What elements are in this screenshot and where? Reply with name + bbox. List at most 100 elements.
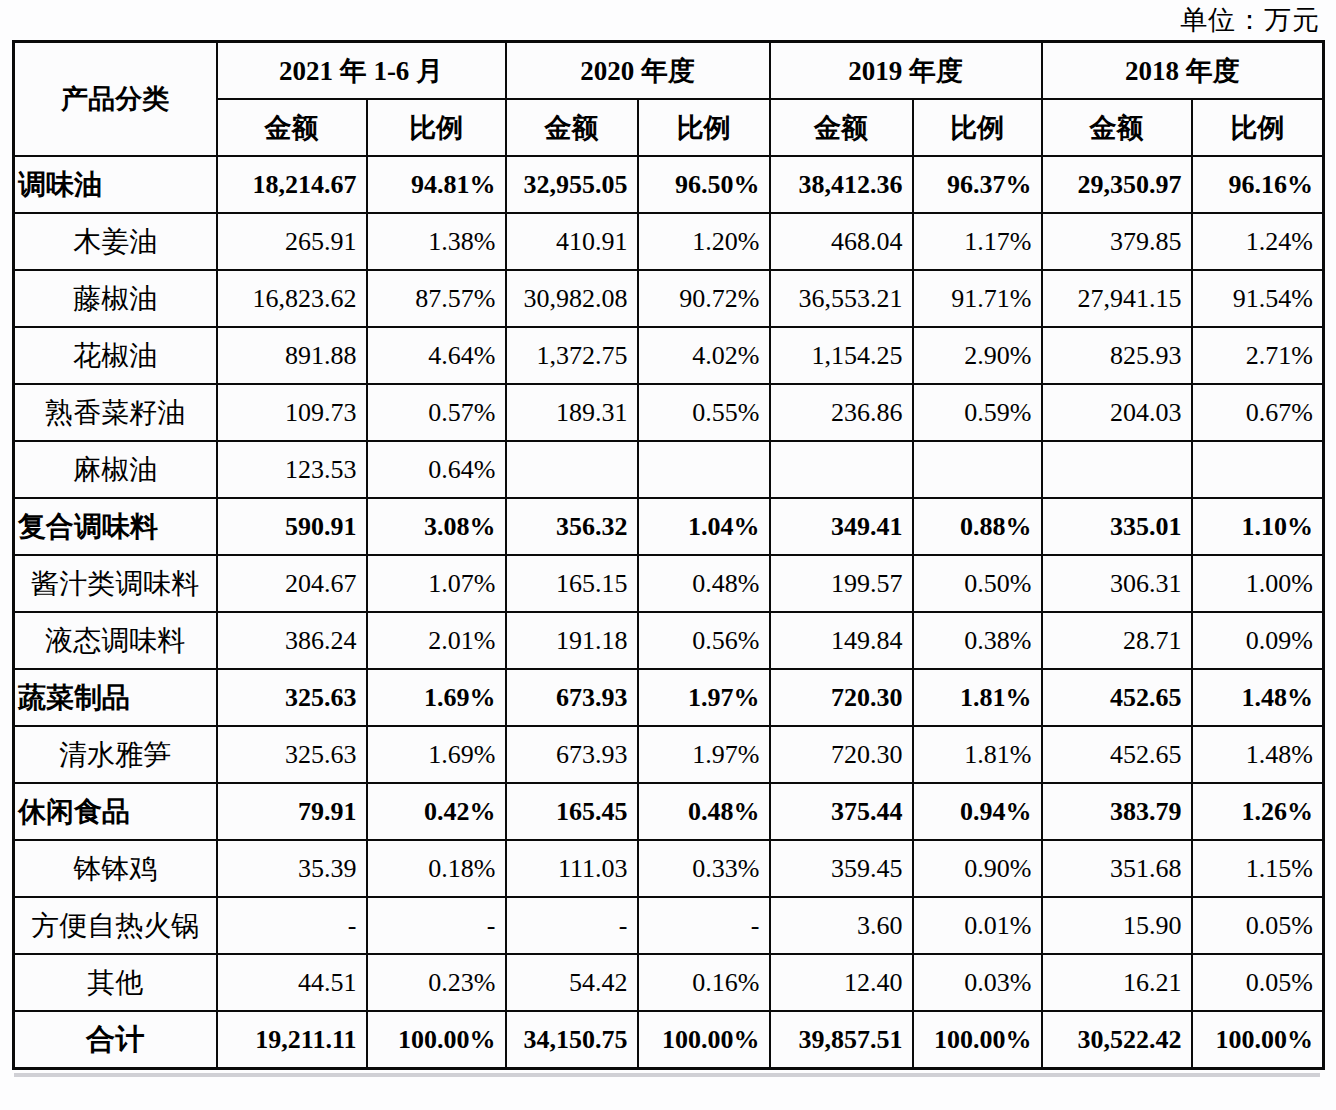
- cell-value: 0.05%: [1192, 954, 1324, 1011]
- cell-value: 96.37%: [913, 156, 1042, 213]
- cell-value: 199.57: [770, 555, 913, 612]
- unit-label: 单位：万元: [0, 0, 1336, 40]
- year-header-2021: 2021 年 1-6 月: [217, 42, 506, 100]
- cell-value: 2.90%: [913, 327, 1042, 384]
- cell-value: 204.67: [217, 555, 367, 612]
- cell-value: 1.81%: [913, 669, 1042, 726]
- table-body: 调味油18,214.6794.81%32,955.0596.50%38,412.…: [14, 156, 1324, 1069]
- cell-value: 1.04%: [638, 498, 770, 555]
- cell-value: 0.94%: [913, 783, 1042, 840]
- cell-value: 0.05%: [1192, 897, 1324, 954]
- cell-value: 189.31: [506, 384, 638, 441]
- cell-value: 90.72%: [638, 270, 770, 327]
- cell-value: 1.69%: [367, 726, 506, 783]
- cell-value: 32,955.05: [506, 156, 638, 213]
- row-label: 方便自热火锅: [14, 897, 217, 954]
- cell-value: 111.03: [506, 840, 638, 897]
- cell-value: 1.97%: [638, 669, 770, 726]
- cell-value: 0.48%: [638, 555, 770, 612]
- cell-value: 123.53: [217, 441, 367, 498]
- cell-value: 4.02%: [638, 327, 770, 384]
- cell-value: 673.93: [506, 669, 638, 726]
- cell-value: 891.88: [217, 327, 367, 384]
- cell-value: 34,150.75: [506, 1011, 638, 1069]
- row-label: 藤椒油: [14, 270, 217, 327]
- cell-value: 0.59%: [913, 384, 1042, 441]
- table-row-sub: 酱汁类调味料204.671.07%165.150.48%199.570.50%3…: [14, 555, 1324, 612]
- cell-value: -: [217, 897, 367, 954]
- cell-value: 0.33%: [638, 840, 770, 897]
- cell-value: 265.91: [217, 213, 367, 270]
- cell-value: 29,350.97: [1042, 156, 1192, 213]
- cell-value: 0.67%: [1192, 384, 1324, 441]
- table-row-sub: 方便自热火锅----3.600.01%15.900.05%: [14, 897, 1324, 954]
- cell-value: 375.44: [770, 783, 913, 840]
- cell-value: 4.64%: [367, 327, 506, 384]
- ratio-header-2021: 比例: [367, 99, 506, 156]
- cell-value: -: [638, 897, 770, 954]
- row-label: 调味油: [14, 156, 217, 213]
- cell-value: 1.97%: [638, 726, 770, 783]
- amount-header-2021: 金额: [217, 99, 367, 156]
- cell-value: 0.09%: [1192, 612, 1324, 669]
- cell-value: 35.39: [217, 840, 367, 897]
- year-header-2019: 2019 年度: [770, 42, 1042, 100]
- cell-value: 325.63: [217, 669, 367, 726]
- cell-value: 351.68: [1042, 840, 1192, 897]
- cell-value: 673.93: [506, 726, 638, 783]
- cell-value: 335.01: [1042, 498, 1192, 555]
- cell-value: 94.81%: [367, 156, 506, 213]
- table-row-group: 蔬菜制品325.631.69%673.931.97%720.301.81%452…: [14, 669, 1324, 726]
- table-row-group: 复合调味料590.913.08%356.321.04%349.410.88%33…: [14, 498, 1324, 555]
- cell-value: 1.17%: [913, 213, 1042, 270]
- cell-value: 1.24%: [1192, 213, 1324, 270]
- amount-header-2019: 金额: [770, 99, 913, 156]
- cell-value: 0.01%: [913, 897, 1042, 954]
- cell-value: 0.23%: [367, 954, 506, 1011]
- cell-value: 720.30: [770, 726, 913, 783]
- cell-value: 590.91: [217, 498, 367, 555]
- header-row-years: 产品分类 2021 年 1-6 月 2020 年度 2019 年度 2018 年…: [14, 42, 1324, 100]
- cell-value: [1042, 441, 1192, 498]
- page-cutoff-artifact: [14, 1073, 1320, 1077]
- table-row-sub: 麻椒油123.530.64%: [14, 441, 1324, 498]
- cell-value: 149.84: [770, 612, 913, 669]
- cell-value: 3.60: [770, 897, 913, 954]
- cell-value: 12.40: [770, 954, 913, 1011]
- table-row-sub: 藤椒油16,823.6287.57%30,982.0890.72%36,553.…: [14, 270, 1324, 327]
- cell-value: 19,211.11: [217, 1011, 367, 1069]
- cell-value: 386.24: [217, 612, 367, 669]
- row-label: 钵钵鸡: [14, 840, 217, 897]
- product-revenue-table: 产品分类 2021 年 1-6 月 2020 年度 2019 年度 2018 年…: [12, 40, 1325, 1070]
- cell-value: [770, 441, 913, 498]
- row-label: 液态调味料: [14, 612, 217, 669]
- cell-value: 30,982.08: [506, 270, 638, 327]
- table-row-sub: 花椒油891.884.64%1,372.754.02%1,154.252.90%…: [14, 327, 1324, 384]
- row-label: 酱汁类调味料: [14, 555, 217, 612]
- cell-value: 1.15%: [1192, 840, 1324, 897]
- table-row-group: 休闲食品79.910.42%165.450.48%375.440.94%383.…: [14, 783, 1324, 840]
- table-row-group: 调味油18,214.6794.81%32,955.0596.50%38,412.…: [14, 156, 1324, 213]
- cell-value: 28.71: [1042, 612, 1192, 669]
- cell-value: 44.51: [217, 954, 367, 1011]
- row-label: 花椒油: [14, 327, 217, 384]
- ratio-header-2019: 比例: [913, 99, 1042, 156]
- table-row-sub: 清水雅笋325.631.69%673.931.97%720.301.81%452…: [14, 726, 1324, 783]
- row-label: 合计: [14, 1011, 217, 1069]
- year-header-2020: 2020 年度: [506, 42, 770, 100]
- cell-value: 3.08%: [367, 498, 506, 555]
- cell-value: 1.38%: [367, 213, 506, 270]
- ratio-header-2018: 比例: [1192, 99, 1324, 156]
- cell-value: 165.45: [506, 783, 638, 840]
- cell-value: 54.42: [506, 954, 638, 1011]
- cell-value: 1.48%: [1192, 726, 1324, 783]
- cell-value: 15.90: [1042, 897, 1192, 954]
- table-row-sub: 其他44.510.23%54.420.16%12.400.03%16.210.0…: [14, 954, 1324, 1011]
- cell-value: 91.54%: [1192, 270, 1324, 327]
- cell-value: 165.15: [506, 555, 638, 612]
- cell-value: 1,372.75: [506, 327, 638, 384]
- cell-value: 27,941.15: [1042, 270, 1192, 327]
- cell-value: 0.55%: [638, 384, 770, 441]
- cell-value: 109.73: [217, 384, 367, 441]
- ratio-header-2020: 比例: [638, 99, 770, 156]
